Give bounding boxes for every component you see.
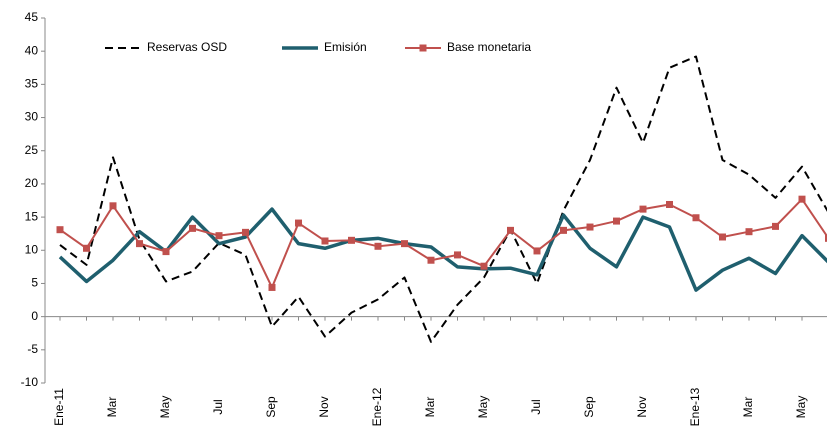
y-tick-label: 0 — [31, 309, 38, 323]
x-tick-label: Mar — [741, 397, 755, 418]
x-tick-label: Mar — [105, 397, 119, 418]
point-marker — [745, 228, 753, 236]
x-tick-label: Nov — [317, 396, 331, 417]
x-tick-label: Sep — [264, 396, 278, 418]
point-marker — [83, 244, 90, 252]
y-tick-label: 35 — [25, 77, 39, 91]
x-tick-label: Ene-13 — [688, 387, 702, 426]
point-marker — [242, 228, 249, 236]
y-tick-label: 25 — [25, 143, 39, 157]
y-tick-label: -5 — [27, 342, 38, 356]
y-tick-label: 45 — [25, 10, 39, 24]
point-marker — [825, 234, 827, 242]
legend-label: Reservas OSD — [147, 40, 227, 54]
point-marker — [692, 214, 700, 222]
point-marker — [798, 195, 806, 203]
point-marker — [321, 237, 329, 245]
point-marker — [639, 205, 647, 213]
point-marker — [454, 251, 461, 259]
x-tick-label: Jul — [529, 399, 543, 414]
point-marker — [348, 236, 355, 244]
point-marker — [109, 202, 117, 210]
legend-label: Emisión — [324, 40, 367, 54]
x-tick-label: Mar — [423, 397, 437, 418]
x-tick-label: May — [158, 396, 172, 419]
x-tick-label: Ene-12 — [370, 387, 384, 426]
point-marker — [560, 226, 567, 234]
point-marker — [162, 248, 170, 256]
point-marker — [666, 200, 673, 208]
point-marker — [295, 219, 302, 227]
y-tick-label: 5 — [31, 276, 38, 290]
point-marker — [533, 247, 541, 255]
point-marker — [480, 262, 488, 270]
y-tick-label: 20 — [25, 176, 39, 190]
point-marker — [613, 217, 620, 225]
point-marker — [772, 222, 779, 230]
point-marker — [586, 223, 594, 231]
point-marker — [374, 242, 382, 250]
y-tick-label: 30 — [25, 110, 39, 124]
legend-marker — [419, 44, 427, 52]
x-tick-label: Nov — [635, 396, 649, 417]
point-marker — [56, 226, 64, 234]
y-tick-label: 40 — [25, 43, 39, 57]
legend-label: Base monetaria — [447, 40, 531, 54]
x-tick-label: May — [794, 396, 808, 419]
point-marker — [189, 224, 196, 232]
point-marker — [401, 240, 408, 248]
x-tick-label: May — [476, 396, 490, 419]
point-marker — [427, 256, 435, 264]
point-marker — [268, 283, 276, 291]
point-marker — [507, 226, 514, 234]
y-tick-label: 10 — [25, 242, 39, 256]
y-tick-label: 15 — [25, 209, 39, 223]
series-line — [59, 55, 827, 343]
x-tick-label: Jul — [211, 399, 225, 414]
y-tick-label: -10 — [21, 375, 39, 389]
x-tick-label: Ene-11 — [52, 388, 66, 426]
series-line — [59, 198, 827, 289]
point-marker — [215, 232, 223, 240]
point-marker — [719, 233, 726, 241]
point-marker — [136, 240, 143, 248]
x-tick-label: Sep — [582, 396, 596, 418]
